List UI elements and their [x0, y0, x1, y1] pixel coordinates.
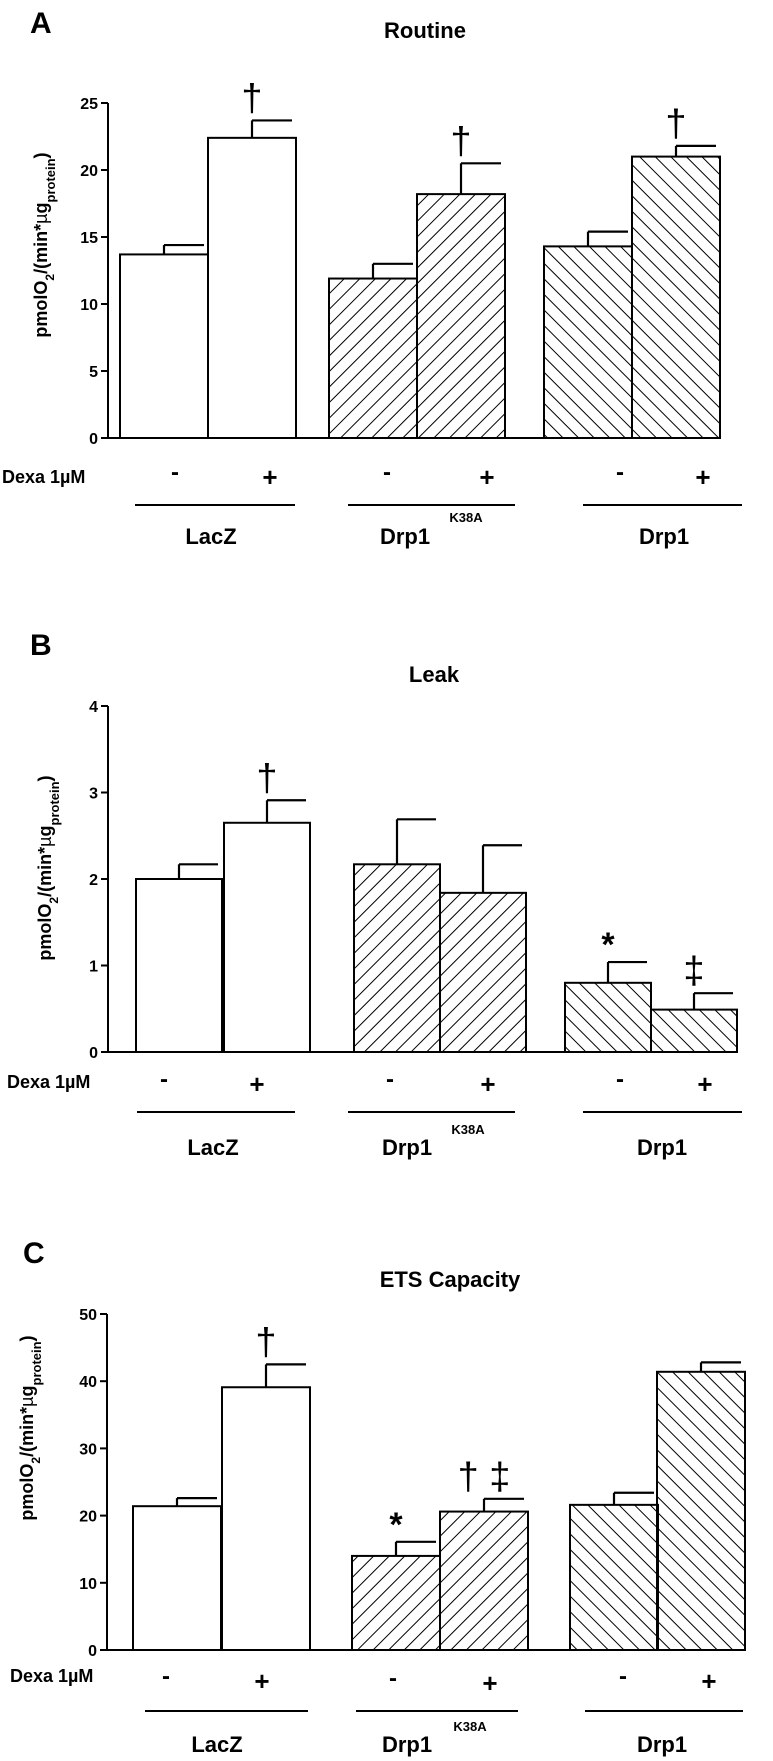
- bar: [353, 863, 441, 1053]
- bar: [564, 981, 652, 1053]
- panel-letter: A: [30, 7, 52, 40]
- significance-marker: †: [256, 757, 277, 799]
- panel-letter: C: [23, 1237, 45, 1270]
- dexa-minus-sign: -: [162, 1663, 170, 1690]
- dexa-plus-sign: +: [480, 1069, 495, 1099]
- y-tick-label: 15: [80, 230, 98, 247]
- group-label-drp1-k38a: Drp1: [382, 1732, 432, 1757]
- panel-title: Routine: [384, 18, 466, 43]
- dexa-minus-sign: -: [386, 1066, 394, 1093]
- y-tick-label: 2: [89, 872, 98, 889]
- bar: [135, 878, 223, 1053]
- y-tick-label: 25: [80, 96, 98, 113]
- group-label-superscript: K38A: [451, 1122, 485, 1137]
- y-tick-label: 0: [88, 1643, 97, 1660]
- significance-marker: †: [255, 1321, 276, 1363]
- panel-b: B Leak pmolO2/(min*µgprotein) 0 1 2 3 4 † * ‡ D…: [7, 629, 742, 1160]
- y-tick-label: 4: [89, 699, 98, 716]
- significance-marker: *: [389, 1506, 403, 1544]
- bar: [132, 1505, 222, 1652]
- bar: [650, 1008, 738, 1053]
- y-tick-label: 0: [89, 1045, 98, 1062]
- significance-marker: †: [665, 103, 686, 145]
- panel-title: ETS Capacity: [380, 1267, 521, 1292]
- bar: [631, 155, 721, 439]
- bar: [223, 821, 311, 1054]
- y-tick-label: 30: [79, 1441, 97, 1458]
- dexa-plus-sign: +: [254, 1666, 269, 1696]
- dexa-plus-sign: +: [697, 1069, 712, 1099]
- bar: [569, 1503, 659, 1652]
- significance-marker: ‡: [683, 950, 704, 992]
- bar: [416, 193, 506, 439]
- significance-marker: †: [450, 120, 471, 162]
- group-label-lacz: LacZ: [185, 524, 236, 549]
- treatment-label: Dexa 1µM: [2, 467, 85, 487]
- y-tick-label: 5: [89, 364, 98, 381]
- bar: [351, 1554, 441, 1652]
- group-label-drp1: Drp1: [637, 1732, 687, 1757]
- bar: [328, 277, 418, 440]
- dexa-minus-sign: -: [389, 1665, 397, 1692]
- group-label-superscript: K38A: [453, 1719, 487, 1734]
- dexa-plus-sign: +: [262, 462, 277, 492]
- significance-marker: †: [241, 77, 262, 119]
- bar: [207, 136, 297, 439]
- dexa-minus-sign: -: [171, 459, 179, 486]
- panel-title: Leak: [409, 662, 460, 687]
- dexa-plus-sign: +: [701, 1666, 716, 1696]
- group-label-drp1-k38a: Drp1: [382, 1135, 432, 1160]
- treatment-label: Dexa 1µM: [7, 1072, 90, 1092]
- y-tick-label: 50: [79, 1307, 97, 1324]
- group-label-lacz: LacZ: [191, 1732, 242, 1757]
- bar: [439, 1510, 529, 1651]
- panel-letter: B: [30, 629, 52, 662]
- dexa-plus-sign: +: [482, 1668, 497, 1698]
- y-tick-label: 10: [79, 1576, 97, 1593]
- significance-marker: † ‡: [458, 1456, 511, 1498]
- y-tick-label: 20: [80, 163, 98, 180]
- significance-marker: *: [601, 926, 615, 964]
- y-axis-label: pmolO2/(min*µgprotein): [31, 152, 58, 337]
- y-tick-label: 0: [89, 431, 98, 448]
- dexa-plus-sign: +: [249, 1069, 264, 1099]
- dexa-minus-sign: -: [383, 459, 391, 486]
- dexa-minus-sign: -: [160, 1066, 168, 1093]
- bar: [656, 1370, 746, 1651]
- panel-a: A Routine pmolO2/(min*µgprotein) 0 5 10 15 2…: [2, 7, 742, 549]
- bar: [119, 253, 209, 439]
- group-label-superscript: K38A: [449, 510, 483, 525]
- dexa-minus-sign: -: [619, 1663, 627, 1690]
- panel-c: C ETS Capacity pmolO2/(min*µgprotein) 0 1…: [10, 1237, 746, 1757]
- bar: [543, 245, 633, 439]
- y-tick-label: 40: [79, 1374, 97, 1391]
- y-tick-label: 1: [89, 959, 98, 976]
- dexa-minus-sign: -: [616, 1066, 624, 1093]
- dexa-plus-sign: +: [695, 462, 710, 492]
- y-tick-label: 3: [89, 786, 98, 803]
- y-axis-label: pmolO2/(min*µgprotein): [17, 1335, 44, 1520]
- bar: [439, 891, 527, 1054]
- group-label-drp1: Drp1: [639, 524, 689, 549]
- group-label-drp1: Drp1: [637, 1135, 687, 1160]
- dexa-minus-sign: -: [616, 459, 624, 486]
- group-label-drp1-k38a: Drp1: [380, 524, 430, 549]
- y-tick-label: 20: [79, 1509, 97, 1526]
- group-label-lacz: LacZ: [187, 1135, 238, 1160]
- y-axis-label: pmolO2/(min*µgprotein): [35, 775, 62, 960]
- treatment-label: Dexa 1µM: [10, 1666, 93, 1686]
- y-tick-label: 10: [80, 297, 98, 314]
- dexa-plus-sign: +: [479, 462, 494, 492]
- bar: [221, 1386, 311, 1652]
